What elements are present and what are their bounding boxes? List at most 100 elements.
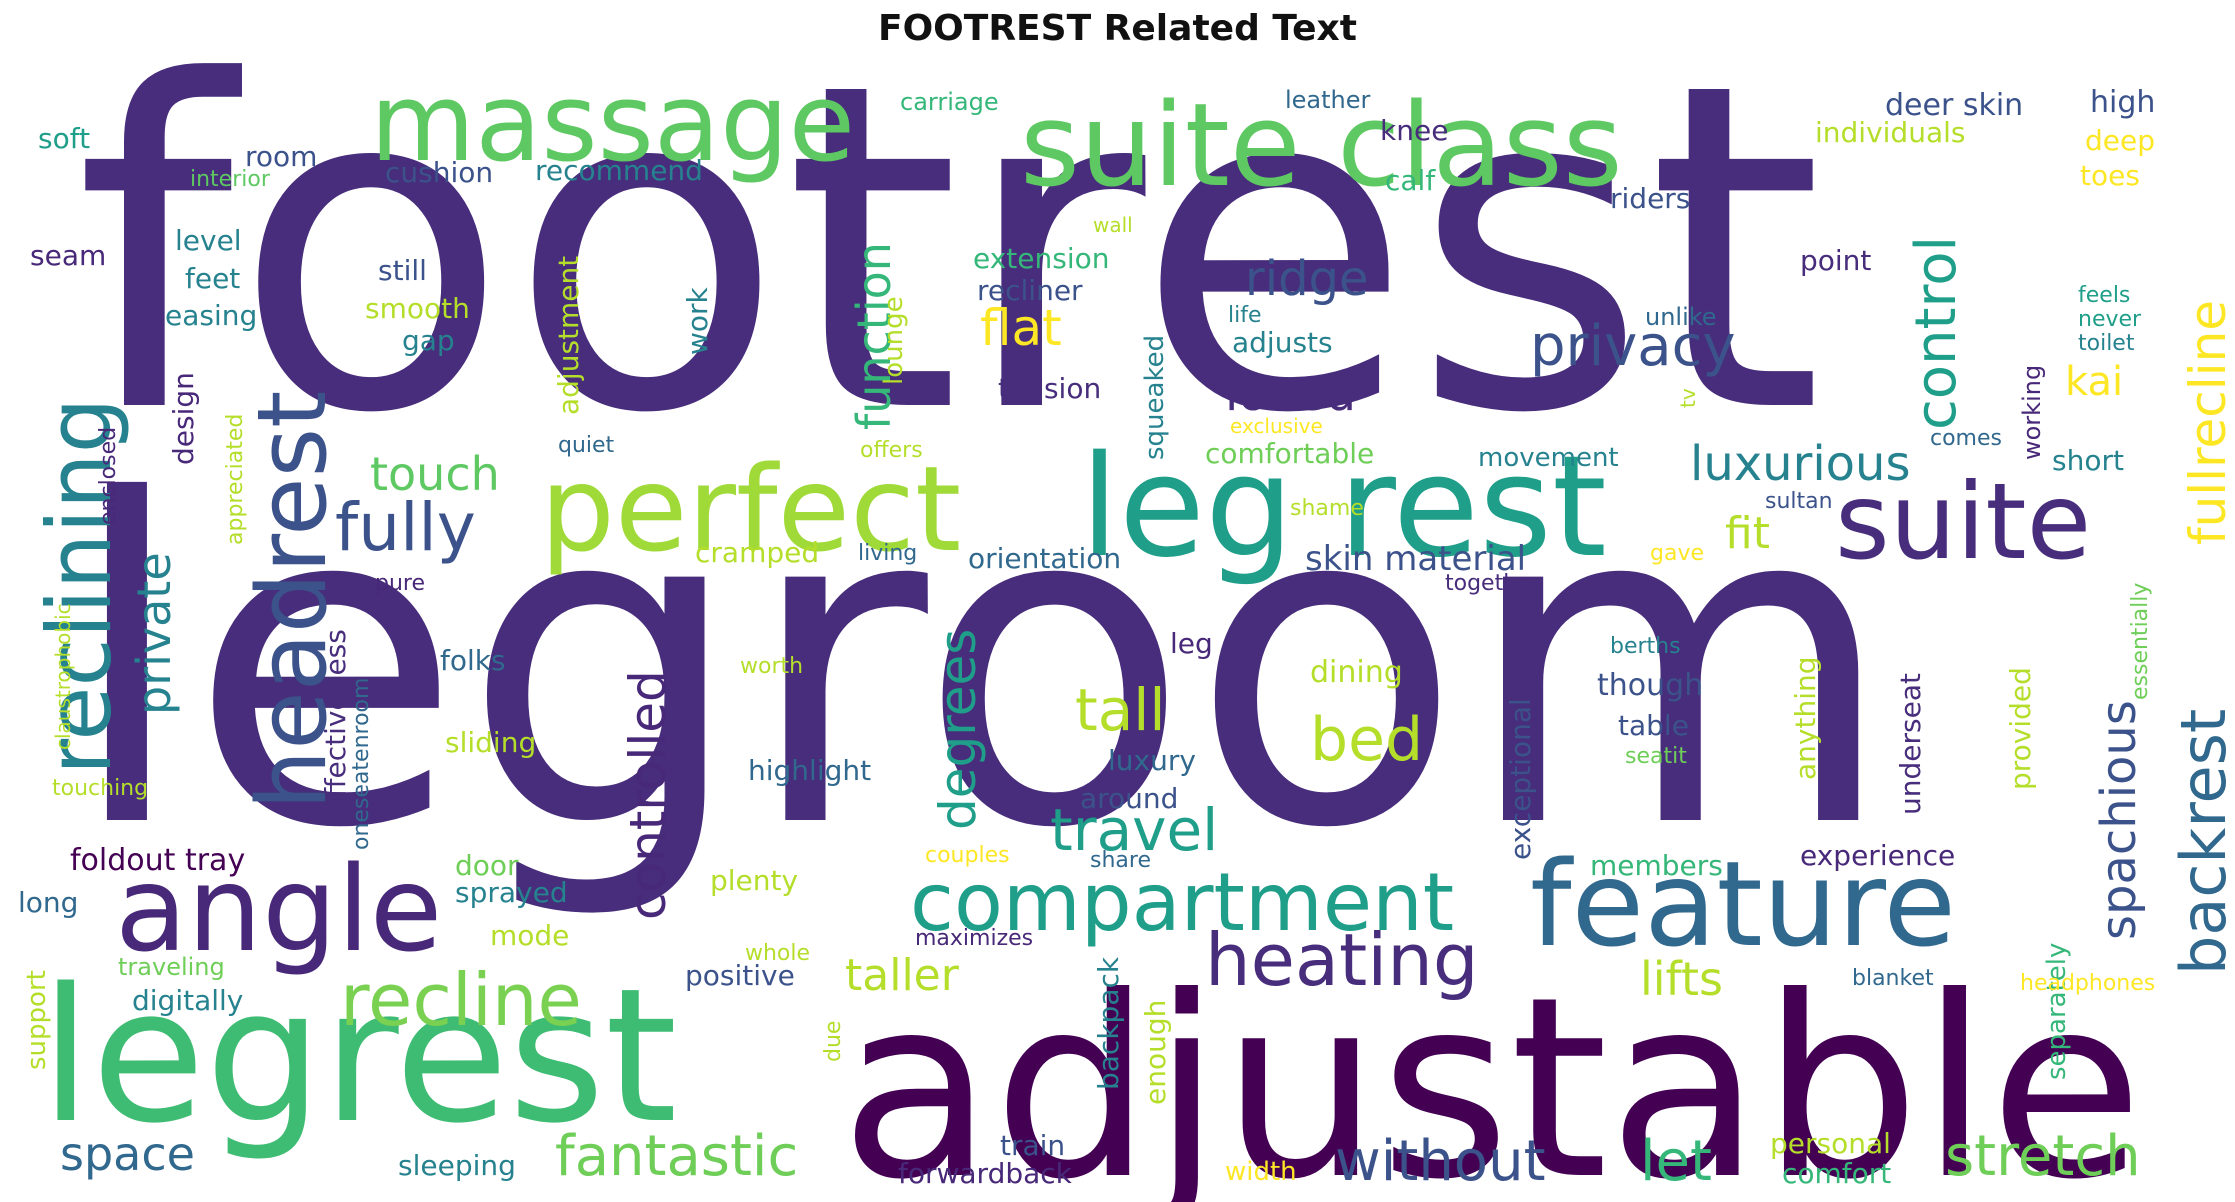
word: recliner — [977, 274, 1083, 307]
word: without — [1335, 1129, 1546, 1194]
word: control — [1904, 236, 1969, 430]
word: bed — [1310, 705, 1423, 775]
word: feature — [1530, 835, 1956, 973]
word: recline — [340, 958, 582, 1042]
word: sultan — [1765, 489, 1833, 514]
word: kai — [2065, 359, 2123, 405]
word: feet — [185, 262, 240, 295]
chart-title: FOOTREST Related Text — [877, 8, 1357, 49]
word: compartment — [910, 856, 1454, 949]
word: massage — [370, 61, 855, 186]
word: design — [167, 372, 200, 465]
word: stretch — [1945, 1124, 2141, 1189]
word: headphones — [2020, 971, 2155, 996]
word: long — [18, 886, 78, 919]
word: train — [1000, 1129, 1065, 1162]
word: folks — [440, 644, 506, 677]
word: fully — [335, 489, 476, 566]
word: toes — [2080, 159, 2140, 192]
word: share — [1090, 848, 1151, 873]
word: riders — [1610, 182, 1690, 215]
word: gave — [1650, 541, 1704, 566]
word: table — [1618, 709, 1689, 742]
word: soft — [38, 122, 90, 155]
word: backrest — [2167, 709, 2235, 975]
word: legrest — [40, 948, 677, 1164]
word: mode — [490, 919, 569, 952]
word: extension — [973, 242, 1110, 275]
word: together — [1445, 571, 1541, 596]
word: digitally — [132, 984, 243, 1017]
word: support — [22, 970, 52, 1070]
word: enclosed — [96, 427, 121, 525]
word: anything — [1789, 657, 1822, 781]
word: whole — [745, 941, 810, 966]
word: oneseatenroom — [349, 678, 374, 850]
word: ridge — [1245, 251, 1369, 307]
word: legroom — [65, 407, 1896, 925]
word: recommend — [535, 154, 703, 187]
word: footrest — [75, 0, 1823, 512]
word: couples — [925, 843, 1010, 868]
word: toilet — [2078, 331, 2135, 356]
word: interior — [190, 167, 271, 192]
word: comfort — [1782, 1157, 1891, 1190]
word: quiet — [558, 433, 615, 458]
word: adjusts — [1232, 326, 1333, 359]
word: squeaked — [1140, 335, 1170, 460]
word: adjustment — [552, 256, 585, 415]
word: door — [455, 849, 519, 882]
word: touch — [370, 447, 500, 501]
word: maximizes — [915, 926, 1033, 951]
word: exclusive — [1230, 414, 1323, 438]
word: suite class — [1020, 79, 1623, 213]
word: flat — [980, 299, 1062, 357]
word: gap — [402, 324, 455, 357]
word: underseat — [1894, 673, 1927, 815]
word: degrees — [929, 629, 987, 830]
word: adjustable — [840, 943, 2143, 1202]
word: backpack — [1092, 956, 1125, 1090]
word: fantastic — [555, 1124, 798, 1189]
word: controlled — [619, 670, 677, 920]
word: work — [681, 286, 714, 355]
word: comfortable — [1205, 437, 1374, 470]
word: tall — [1075, 676, 1166, 744]
word: claustrophobic — [51, 603, 75, 750]
word: sleeping — [398, 1149, 516, 1182]
word: worth — [740, 654, 803, 679]
word: separately — [2042, 943, 2072, 1080]
word: individuals — [1815, 116, 1965, 149]
word: exceptional — [1504, 698, 1537, 860]
word: unlike — [1645, 303, 1717, 331]
word: sprayed — [455, 876, 568, 909]
word: heating — [1205, 918, 1479, 1002]
word: deep — [2085, 124, 2155, 157]
word: life — [1228, 303, 1262, 328]
word: seatit — [1625, 744, 1687, 769]
word: privacy — [1530, 314, 1736, 379]
word: fit — [1725, 508, 1770, 559]
word: though — [1597, 668, 1703, 703]
word: headrest — [238, 391, 348, 810]
word: reclining — [28, 397, 131, 775]
word: carriage — [900, 88, 999, 116]
word: orientation — [968, 542, 1121, 575]
word: fullrecline — [2179, 300, 2235, 545]
word: highlight — [748, 754, 871, 787]
word: skin material — [1305, 539, 1526, 579]
word: lounge — [879, 296, 909, 385]
word: angle — [115, 840, 442, 978]
word: traveling — [118, 953, 225, 981]
word: short — [2052, 444, 2124, 477]
word: due — [821, 1021, 846, 1062]
word: cramped — [695, 536, 819, 569]
word: pure — [375, 571, 425, 596]
word: calf — [1385, 164, 1436, 197]
word: forwardback — [898, 1157, 1073, 1190]
word: let — [1640, 1129, 1712, 1194]
word: working — [2018, 365, 2046, 460]
word: luxury — [1108, 744, 1196, 777]
word: members — [1590, 849, 1723, 882]
